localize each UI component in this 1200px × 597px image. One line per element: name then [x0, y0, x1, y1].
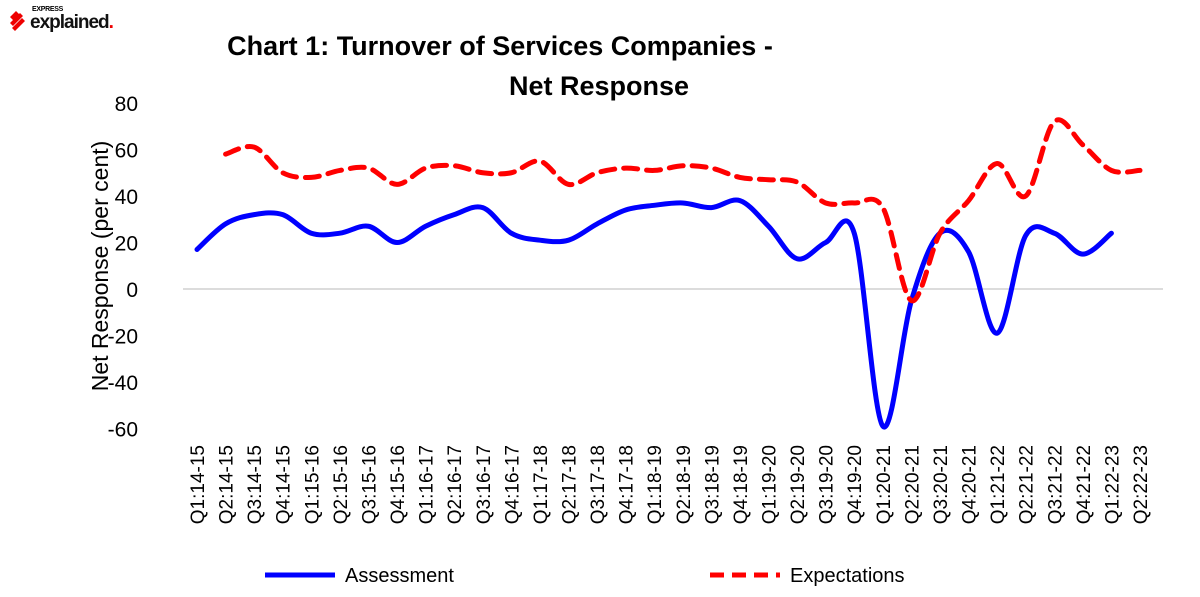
x-tick-label: Q2:14-15 — [217, 445, 238, 524]
x-tick-label: Q3:18-19 — [702, 445, 723, 524]
x-tick-label: Q2:19-20 — [788, 445, 809, 524]
series-line-assessment — [194, 197, 1114, 430]
x-tick-label: Q1:15-16 — [302, 445, 323, 524]
x-tick-label: Q2:18-19 — [674, 445, 695, 524]
x-tick-label: Q3:15-16 — [359, 445, 380, 524]
legend: Assessment Expectations — [265, 565, 905, 587]
y-tick-label: -60 — [108, 419, 138, 442]
y-tick-label: 20 — [115, 233, 138, 256]
x-tick-label: Q1:16-17 — [417, 445, 438, 524]
x-tick-label: Q3:16-17 — [474, 445, 495, 524]
x-tick-label: Q4:19-20 — [845, 445, 866, 524]
x-tick-label: Q1:17-18 — [531, 445, 552, 524]
legend-expectations-label: Expectations — [790, 565, 905, 587]
chart-title-line1: Chart 1: Turnover of Services Companies … — [227, 31, 773, 61]
x-tick-label: Q3:14-15 — [245, 445, 266, 524]
x-tick-label: Q2:21-22 — [1017, 445, 1038, 524]
y-tick-label: -40 — [108, 372, 138, 395]
x-tick-label: Q3:19-20 — [817, 445, 838, 524]
x-tick-label: Q1:18-19 — [645, 445, 666, 524]
y-tick-label: 0 — [126, 279, 138, 302]
y-tick-label: 80 — [115, 93, 138, 116]
x-tick-label: Q2:20-21 — [902, 445, 923, 524]
x-tick-label: Q3:21-22 — [1045, 445, 1066, 524]
x-tick-label: Q1:22-23 — [1102, 445, 1123, 524]
series-line-expectations — [223, 117, 1143, 304]
logo-main-text: explained. — [30, 12, 114, 33]
x-tick-label: Q4:20-21 — [960, 445, 981, 524]
x-tick-label: Q4:15-16 — [388, 445, 409, 524]
chart-title-line2: Net Response — [509, 71, 689, 101]
x-tick-label: Q4:16-17 — [502, 445, 523, 524]
x-tick-label: Q1:20-21 — [874, 445, 895, 524]
x-tick-label: Q3:20-21 — [931, 445, 952, 524]
x-tick-label: Q3:17-18 — [588, 445, 609, 524]
x-tick-label: Q2:22-23 — [1131, 445, 1152, 524]
logo-top-text: EXPRESS — [32, 6, 63, 13]
x-tick-label: Q2:16-17 — [445, 445, 466, 524]
express-explained-logo: EXPRESS explained. — [8, 6, 114, 34]
x-tick-label: Q1:19-20 — [760, 445, 781, 524]
x-tick-label: Q4:18-19 — [731, 445, 752, 524]
x-tick-label: Q1:21-22 — [988, 445, 1009, 524]
x-tick-label: Q2:17-18 — [559, 445, 580, 524]
legend-assessment-label: Assessment — [345, 565, 454, 587]
x-tick-label: Q4:17-18 — [617, 445, 638, 524]
y-tick-label: 40 — [115, 186, 138, 209]
y-tick-label: 60 — [115, 140, 138, 163]
x-tick-label: Q2:15-16 — [331, 445, 352, 524]
x-tick-label: Q1:14-15 — [188, 445, 209, 524]
x-tick-label: Q4:14-15 — [274, 445, 295, 524]
x-tick-label: Q4:21-22 — [1074, 445, 1095, 524]
y-tick-label: -20 — [108, 326, 138, 349]
y-axis-label: Net Response (per cent) — [87, 141, 113, 392]
logo-stripes-icon — [10, 11, 25, 31]
